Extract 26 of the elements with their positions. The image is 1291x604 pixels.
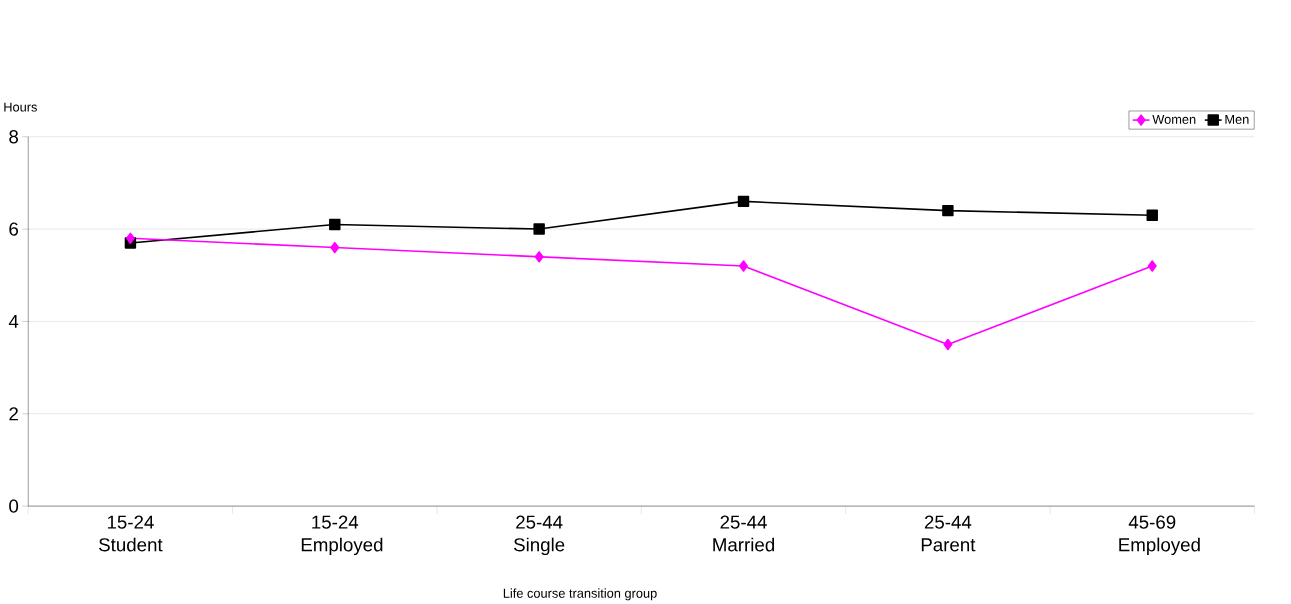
x-tick-label: 45-69 Employed bbox=[1119, 515, 1200, 556]
legend-label: Men bbox=[1225, 115, 1249, 125]
x-tick-label: 25-44 Single bbox=[513, 515, 565, 556]
x-tick-label: 25-44 Married bbox=[713, 515, 775, 552]
point bbox=[329, 218, 341, 231]
point bbox=[533, 223, 545, 235]
x-tick-label: 25-44 Parent bbox=[921, 515, 976, 552]
y-tick-label: 8 bbox=[9, 130, 19, 144]
x-tick-label: 15-24 Employed bbox=[301, 515, 383, 556]
legend-label: Women bbox=[1152, 115, 1196, 125]
x-tick-label: 15-24 Student bbox=[99, 515, 163, 552]
y-axis-title: Hours bbox=[4, 102, 37, 112]
y-tick-label: 6 bbox=[9, 222, 19, 236]
point bbox=[1147, 260, 1157, 272]
y-tick-label: 4 bbox=[8, 315, 19, 329]
y-tick-label: 2 bbox=[9, 407, 18, 421]
point bbox=[330, 242, 340, 254]
point bbox=[739, 260, 748, 272]
point bbox=[943, 339, 953, 351]
point bbox=[942, 205, 954, 217]
point bbox=[737, 195, 750, 208]
point bbox=[1146, 209, 1158, 222]
y-tick-label: 0 bbox=[9, 499, 19, 513]
x-axis-title: Life course transition group bbox=[503, 588, 657, 601]
point bbox=[125, 232, 135, 245]
point bbox=[534, 251, 544, 263]
